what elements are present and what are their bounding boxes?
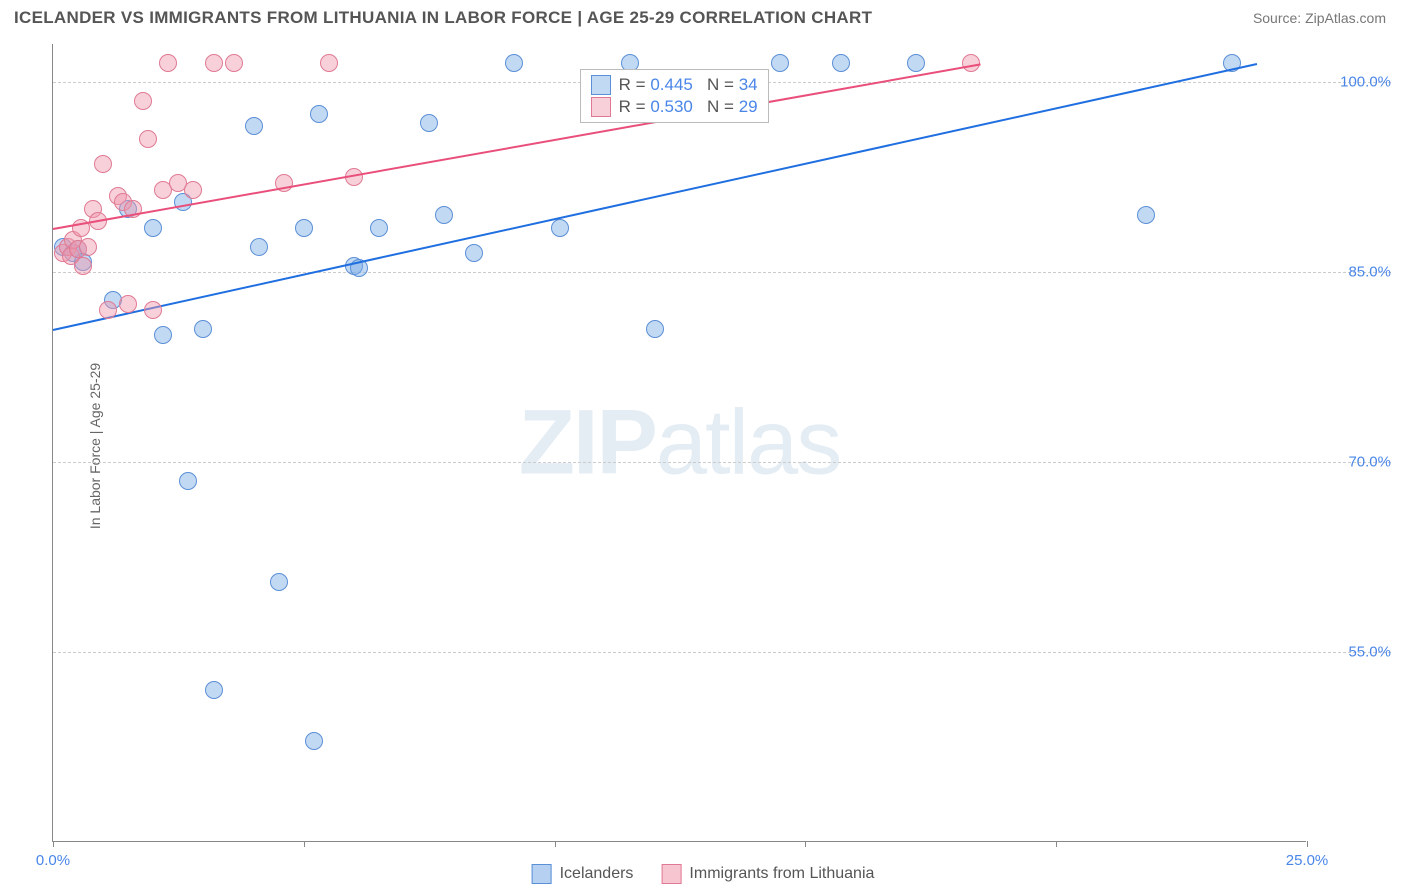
x-tick [304, 841, 305, 847]
data-point [1137, 206, 1155, 224]
stats-box: R = 0.445 N = 34R = 0.530 N = 29 [580, 69, 769, 123]
data-point [139, 130, 157, 148]
watermark: ZIPatlas [519, 390, 840, 495]
gridline-h [53, 462, 1391, 463]
y-tick-label: 55.0% [1316, 644, 1391, 661]
x-tick [805, 841, 806, 847]
legend-swatch [532, 864, 552, 884]
y-tick-label: 100.0% [1316, 74, 1391, 91]
data-point [832, 54, 850, 72]
data-point [159, 54, 177, 72]
series-swatch [591, 97, 611, 117]
data-point [99, 301, 117, 319]
series-swatch [591, 75, 611, 95]
data-point [295, 219, 313, 237]
legend-item: Icelanders [532, 864, 634, 884]
data-point [551, 219, 569, 237]
x-tick [1056, 841, 1057, 847]
bottom-legend: Icelanders Immigrants from Lithuania [532, 864, 875, 884]
x-tick-label-right: 25.0% [1286, 852, 1329, 869]
legend-item: Immigrants from Lithuania [661, 864, 874, 884]
data-point [94, 155, 112, 173]
data-point [370, 219, 388, 237]
stats-row: R = 0.530 N = 29 [591, 96, 758, 118]
stats-row: R = 0.445 N = 34 [591, 74, 758, 96]
data-point [134, 92, 152, 110]
data-point [250, 238, 268, 256]
x-tick-label-left: 0.0% [36, 852, 70, 869]
data-point [245, 117, 263, 135]
data-point [420, 114, 438, 132]
y-tick-label: 85.0% [1316, 264, 1391, 281]
stats-text: R = 0.445 N = 34 [619, 75, 758, 95]
data-point [119, 295, 137, 313]
data-point [771, 54, 789, 72]
data-point [270, 573, 288, 591]
chart-plot-area: ZIPatlas 100.0%85.0%70.0%55.0%0.0%25.0%R… [52, 44, 1306, 842]
data-point [907, 54, 925, 72]
x-tick [53, 841, 54, 847]
y-tick-label: 70.0% [1316, 454, 1391, 471]
data-point [79, 238, 97, 256]
legend-label: Immigrants from Lithuania [689, 865, 874, 883]
legend-label: Icelanders [560, 865, 634, 883]
data-point [154, 326, 172, 344]
data-point [310, 105, 328, 123]
data-point [144, 301, 162, 319]
chart-title: ICELANDER VS IMMIGRANTS FROM LITHUANIA I… [14, 8, 872, 28]
data-point [305, 732, 323, 750]
data-point [194, 320, 212, 338]
data-point [179, 472, 197, 490]
data-point [74, 257, 92, 275]
gridline-h [53, 272, 1391, 273]
data-point [320, 54, 338, 72]
data-point [144, 219, 162, 237]
x-tick [1307, 841, 1308, 847]
data-point [205, 681, 223, 699]
data-point [225, 54, 243, 72]
data-point [505, 54, 523, 72]
source-label: Source: ZipAtlas.com [1253, 10, 1386, 26]
data-point [205, 54, 223, 72]
data-point [646, 320, 664, 338]
data-point [465, 244, 483, 262]
gridline-h [53, 652, 1391, 653]
legend-swatch [661, 864, 681, 884]
data-point [435, 206, 453, 224]
data-point [184, 181, 202, 199]
trend-line [53, 63, 981, 230]
stats-text: R = 0.530 N = 29 [619, 97, 758, 117]
x-tick [555, 841, 556, 847]
